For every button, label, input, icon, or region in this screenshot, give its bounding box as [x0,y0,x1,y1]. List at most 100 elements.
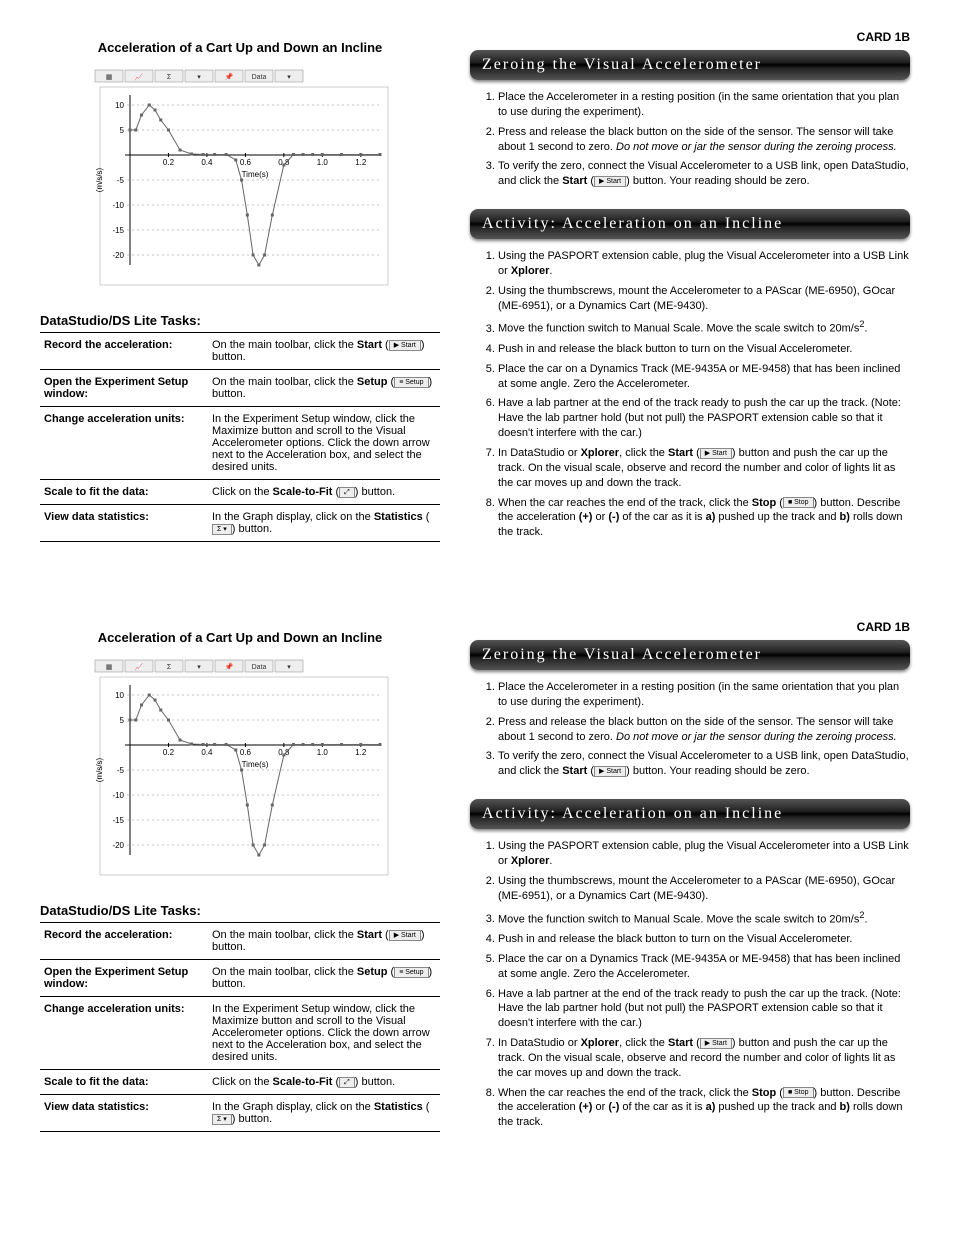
task-row: View data statistics:In the Graph displa… [40,505,440,542]
zeroing-steps: Place the Accelerometer in a resting pos… [470,90,910,189]
task-label: Scale to fit the data: [40,480,208,505]
step-item: When the car reaches the end of the trac… [498,496,910,541]
task-desc: In the Graph display, click on the Stati… [208,505,440,542]
svg-text:-15: -15 [112,226,124,235]
acceleration-chart: ▦📈Σ▾📌Data▾0.20.40.60.81.01.2-20-15-10-55… [90,655,390,885]
svg-text:(m/s/s): (m/s/s) [95,758,104,783]
svg-text:Time(s): Time(s) [242,170,269,179]
svg-text:▾: ▾ [287,664,291,671]
chart-title: Acceleration of a Cart Up and Down an In… [40,40,440,55]
svg-text:-20: -20 [112,251,124,260]
card-label: CARD 1B [470,620,910,634]
step-item: Move the function switch to Manual Scale… [498,318,910,337]
task-label: Open the Experiment Setup window: [40,370,208,407]
task-row: View data statistics:In the Graph displa… [40,1095,440,1132]
svg-text:0.4: 0.4 [201,748,213,757]
svg-text:-10: -10 [112,201,124,210]
task-row: Scale to fit the data:Click on the Scale… [40,1070,440,1095]
task-desc: Click on the Scale-to-Fit (⤢) button. [208,480,440,505]
svg-text:(m/s/s): (m/s/s) [95,167,104,192]
step-item: Place the car on a Dynamics Track (ME-94… [498,362,910,392]
svg-text:0.6: 0.6 [240,748,252,757]
svg-text:▦: ▦ [106,664,113,671]
svg-text:Data: Data [252,664,267,671]
svg-text:▾: ▾ [197,74,201,81]
svg-text:0.2: 0.2 [163,748,175,757]
step-item: Press and release the black button on th… [498,125,910,155]
svg-text:📈: 📈 [135,72,144,81]
task-desc: On the main toolbar, click the Setup (≡ … [208,960,440,997]
task-label: Change acceleration units: [40,407,208,480]
task-desc: In the Experiment Setup window, click th… [208,997,440,1070]
task-label: Record the acceleration: [40,923,208,960]
step-item: Push in and release the black button to … [498,342,910,357]
zeroing-steps: Place the Accelerometer in a resting pos… [470,680,910,779]
task-desc: On the main toolbar, click the Start (▶ … [208,333,440,370]
step-item: To verify the zero, connect the Visual A… [498,159,910,189]
task-label: Change acceleration units: [40,997,208,1070]
card-label: CARD 1B [470,30,910,44]
step-item: Using the PASPORT extension cable, plug … [498,839,910,869]
svg-text:📌: 📌 [225,662,234,671]
task-label: Open the Experiment Setup window: [40,960,208,997]
tasks-table: Record the acceleration:On the main tool… [40,332,440,542]
svg-text:1.2: 1.2 [355,748,367,757]
svg-text:▦: ▦ [106,74,113,81]
task-row: Open the Experiment Setup window:On the … [40,370,440,407]
right-column: CARD 1B Zeroing the Visual Accelerometer P… [470,620,910,1150]
svg-text:▾: ▾ [197,664,201,671]
step-item: Press and release the black button on th… [498,715,910,745]
activity-steps: Using the PASPORT extension cable, plug … [470,839,910,1130]
svg-text:Σ: Σ [167,74,172,81]
tasks-heading: DataStudio/DS Lite Tasks: [40,903,440,918]
task-desc: On the main toolbar, click the Setup (≡ … [208,370,440,407]
step-item: Have a lab partner at the end of the tra… [498,396,910,441]
left-column: Acceleration of a Cart Up and Down an In… [40,30,440,560]
svg-text:0.4: 0.4 [201,158,213,167]
step-item: To verify the zero, connect the Visual A… [498,749,910,779]
task-desc: In the Graph display, click on the Stati… [208,1095,440,1132]
right-column: CARD 1B Zeroing the Visual Accelerometer P… [470,30,910,560]
task-desc: On the main toolbar, click the Start (▶ … [208,923,440,960]
task-label: Scale to fit the data: [40,1070,208,1095]
svg-text:-10: -10 [112,791,124,800]
activity-header: Activity: Acceleration on an Incline [470,799,910,829]
task-row: Scale to fit the data:Click on the Scale… [40,480,440,505]
svg-text:-20: -20 [112,841,124,850]
svg-text:Data: Data [252,74,267,81]
step-item: Move the function switch to Manual Scale… [498,909,910,928]
step-item: Using the PASPORT extension cable, plug … [498,249,910,279]
task-label: View data statistics: [40,1095,208,1132]
chart-wrap: ▦📈Σ▾📌Data▾0.20.40.60.81.01.2-20-15-10-55… [40,65,440,295]
task-row: Record the acceleration:On the main tool… [40,923,440,960]
task-label: Record the acceleration: [40,333,208,370]
svg-text:-5: -5 [117,766,125,775]
step-item: In DataStudio or Xplorer, click the Star… [498,1036,910,1081]
task-row: Record the acceleration:On the main tool… [40,333,440,370]
tasks-table: Record the acceleration:On the main tool… [40,922,440,1132]
step-item: Place the Accelerometer in a resting pos… [498,90,910,120]
svg-text:Σ: Σ [167,664,172,671]
step-item: Place the car on a Dynamics Track (ME-94… [498,952,910,982]
svg-text:▾: ▾ [287,74,291,81]
task-label: View data statistics: [40,505,208,542]
svg-text:📈: 📈 [135,662,144,671]
svg-text:0.2: 0.2 [163,158,175,167]
svg-text:-15: -15 [112,816,124,825]
svg-text:5: 5 [120,716,125,725]
activity-header: Activity: Acceleration on an Incline [470,209,910,239]
step-item: Using the thumbscrews, mount the Acceler… [498,874,910,904]
svg-text:1.2: 1.2 [355,158,367,167]
card-page: Acceleration of a Cart Up and Down an In… [40,30,914,560]
task-row: Change acceleration units:In the Experim… [40,407,440,480]
zeroing-header: Zeroing the Visual Accelerometer [470,640,910,670]
task-row: Change acceleration units:In the Experim… [40,997,440,1070]
task-desc: Click on the Scale-to-Fit (⤢) button. [208,1070,440,1095]
card-page: Acceleration of a Cart Up and Down an In… [40,620,914,1150]
left-column: Acceleration of a Cart Up and Down an In… [40,620,440,1150]
step-item: In DataStudio or Xplorer, click the Star… [498,446,910,491]
zeroing-header: Zeroing the Visual Accelerometer [470,50,910,80]
step-item: Using the thumbscrews, mount the Acceler… [498,284,910,314]
step-item: Have a lab partner at the end of the tra… [498,987,910,1032]
svg-text:0.6: 0.6 [240,158,252,167]
